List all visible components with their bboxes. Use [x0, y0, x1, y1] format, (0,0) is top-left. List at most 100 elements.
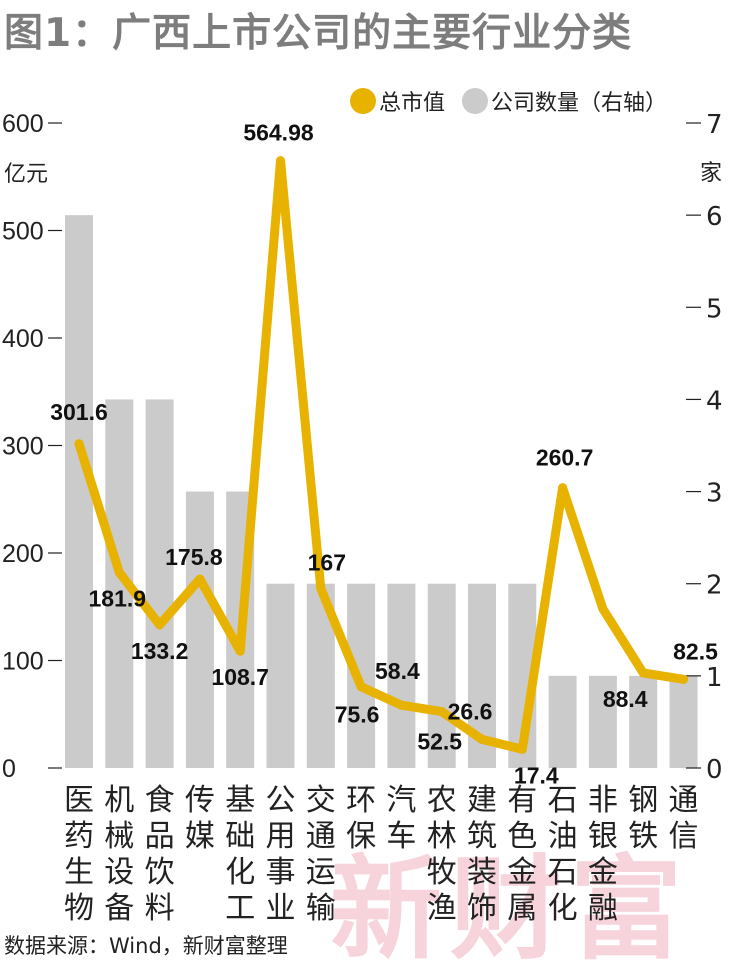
category-label-1-char-1: 械	[104, 819, 134, 854]
line-point-6	[316, 583, 326, 593]
category-label-1-char-3: 备	[104, 891, 134, 926]
category-label-2-char-0: 食	[145, 783, 175, 818]
bar-13	[588, 675, 617, 768]
left-tick-label-1: 100	[2, 648, 44, 676]
line-point-11	[517, 744, 527, 754]
category-label-6-char-1: 通	[306, 819, 336, 854]
category-label-2-char-2: 饮	[145, 855, 175, 890]
line-point-5	[276, 156, 285, 166]
right-tick-label-4: 4	[706, 386, 723, 416]
bar-5	[266, 583, 295, 768]
category-label-14-char-1: 铁	[628, 819, 658, 854]
right-tick-label-6: 6	[706, 202, 723, 232]
legend-bar-swatch	[462, 88, 488, 114]
watermark-text: 新财富	[330, 844, 690, 960]
right-tick-label-5: 5	[706, 294, 723, 324]
category-label-2-char-1: 品	[145, 819, 175, 854]
category-label-10-char-0: 建	[467, 783, 497, 818]
bar-8	[387, 583, 416, 768]
line-point-3	[195, 574, 205, 584]
data-label-11: 17.4	[514, 762, 559, 788]
category-label-4-char-3: 工	[225, 891, 255, 926]
legend-item-market-cap: 总市值	[350, 86, 445, 116]
category-label-9-char-1: 林	[427, 819, 457, 854]
category-label-5-char-2: 事	[266, 855, 296, 890]
category-label-3-char-1: 媒	[185, 819, 215, 854]
category-label-8-char-0: 汽	[386, 783, 416, 818]
category-label-11-char-3: 属	[507, 891, 537, 926]
category-label-13-char-2: 金	[588, 855, 618, 890]
category-label-13-char-3: 融	[588, 891, 618, 926]
data-label-7: 75.6	[335, 702, 380, 728]
category-label-15-char-0: 通	[669, 783, 699, 818]
left-tick-label-6: 600	[2, 110, 44, 138]
category-label-12-char-0: 石	[548, 783, 578, 818]
right-tick-label-7: 7	[706, 110, 723, 140]
legend-item-company-count: 公司数量（右轴）	[462, 86, 667, 116]
bar-15	[669, 675, 698, 768]
chart-title: 图1：广西上市公司的主要行业分类	[4, 11, 633, 56]
data-label-8: 58.4	[375, 658, 420, 684]
data-label-12: 260.7	[536, 445, 594, 471]
right-tick-label-3: 3	[706, 479, 723, 509]
category-label-7-char-1: 保	[346, 819, 376, 854]
bar-0	[65, 215, 93, 769]
category-label-3-char-0: 传	[185, 783, 215, 818]
category-label-13-char-1: 银	[588, 819, 618, 854]
category-label-15-char-1: 信	[669, 819, 699, 854]
source-note: 数据来源：Wind，新财富整理	[4, 934, 288, 958]
data-label-0: 301.6	[50, 399, 108, 425]
left-axis-unit: 亿元	[4, 162, 48, 187]
category-label-12-char-3: 化	[548, 891, 578, 926]
category-label-11-char-2: 金	[507, 855, 537, 890]
right-tick-label-1: 1	[706, 663, 723, 693]
line-point-15	[679, 674, 688, 684]
legend-label-market-cap: 总市值	[379, 91, 446, 116]
category-label-6-char-0: 交	[306, 783, 336, 818]
category-label-9-char-0: 农	[427, 783, 457, 818]
data-label-3: 175.8	[165, 544, 223, 570]
category-label-6-char-2: 运	[306, 855, 336, 890]
bar-14	[629, 675, 658, 768]
category-label-0-char-2: 生	[64, 855, 94, 890]
left-tick-label-2: 200	[2, 540, 44, 568]
category-label-4-char-1: 础	[225, 819, 255, 854]
category-label-0-char-3: 物	[64, 891, 94, 926]
category-label-5-char-3: 业	[266, 891, 296, 926]
market-cap-line	[74, 156, 688, 754]
category-label-12-char-1: 油	[548, 819, 578, 854]
legend-line-swatch	[350, 88, 376, 114]
category-label-9-char-3: 渔	[427, 891, 457, 926]
bar-12	[548, 675, 577, 768]
category-label-6-char-3: 输	[306, 891, 336, 926]
bar-9	[427, 583, 456, 768]
category-label-0-char-0: 医	[64, 783, 94, 818]
category-label-0-char-1: 药	[64, 819, 94, 854]
category-label-1-char-0: 机	[104, 783, 134, 818]
line-point-1	[114, 567, 124, 577]
line-point-4	[235, 646, 245, 656]
category-label-8-char-1: 车	[386, 819, 416, 854]
category-label-9-char-2: 牧	[427, 855, 457, 890]
bar-2	[145, 399, 174, 768]
category-label-14-char-0: 钢	[628, 783, 658, 818]
data-label-5: 564.98	[243, 120, 314, 146]
data-label-1: 181.9	[89, 585, 147, 611]
category-label-10-char-1: 筑	[467, 819, 497, 854]
category-label-4-char-0: 基	[225, 783, 255, 818]
data-label-4: 108.7	[211, 664, 269, 690]
category-label-7-char-0: 环	[346, 783, 376, 818]
category-label-11-char-1: 色	[507, 819, 537, 854]
line-point-0	[74, 439, 84, 449]
category-label-5-char-0: 公	[266, 783, 296, 818]
category-label-2-char-3: 料	[145, 891, 175, 926]
line-point-13	[598, 604, 608, 614]
category-label-13-char-0: 非	[588, 783, 618, 818]
line-point-9	[437, 707, 447, 717]
line-point-12	[558, 483, 568, 493]
right-axis-unit: 家	[700, 161, 722, 186]
line-point-2	[155, 620, 165, 630]
line-point-10	[477, 734, 487, 744]
category-label-12-char-2: 石	[548, 855, 578, 890]
